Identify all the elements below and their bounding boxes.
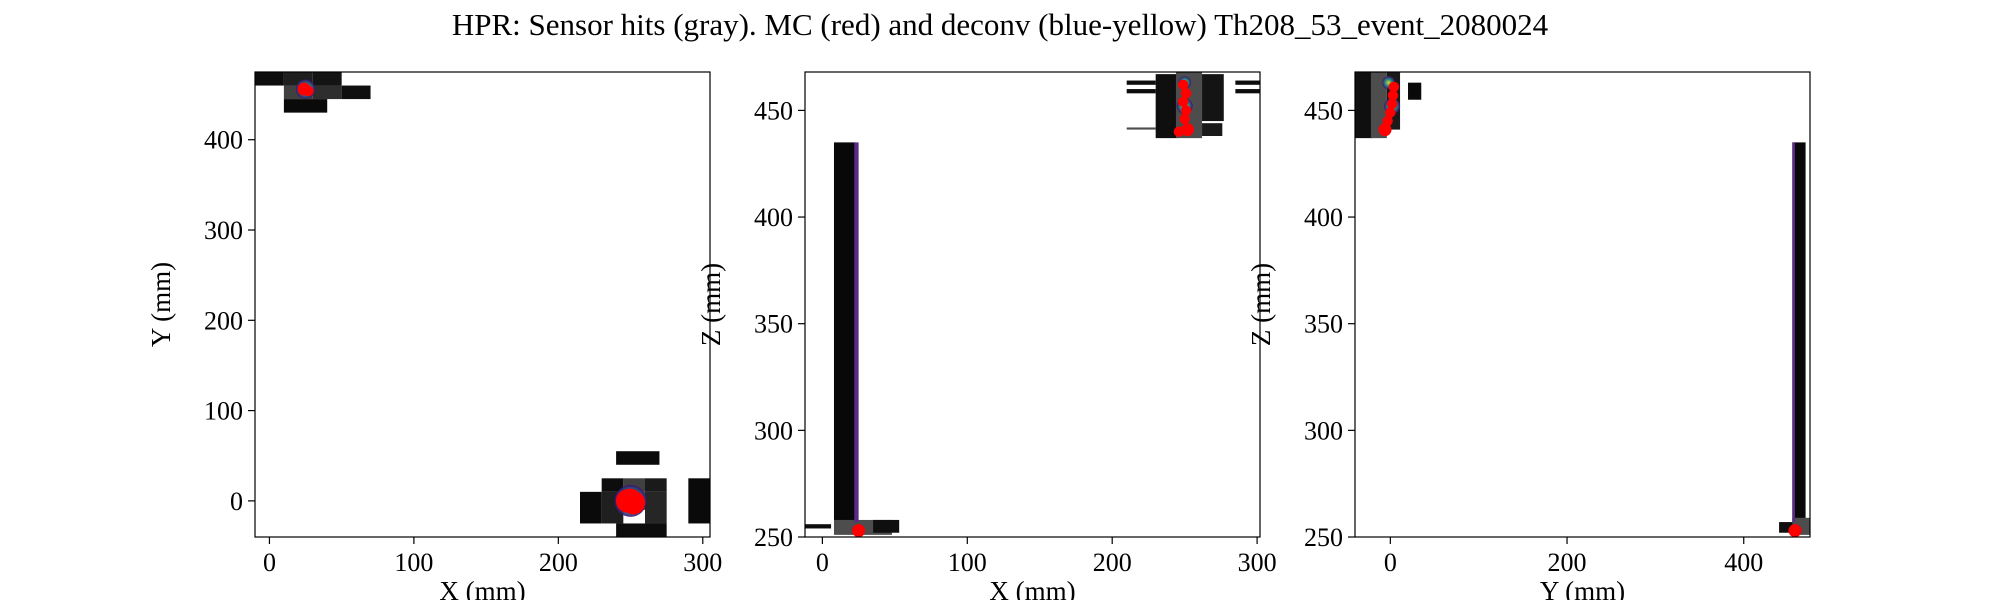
sensor-hit-xz-7 [1202,123,1223,136]
ytick-label-xz-3: 400 [754,203,793,232]
mc-point-yz-0 [1388,81,1400,93]
mc-point-xz-3 [1180,105,1192,116]
sensor-hit-xy-4 [312,85,342,100]
mc-point-xy-1 [303,85,314,97]
ytick-label-xy-4: 400 [204,126,243,155]
xlabel-yz: Y (mm) [1540,576,1625,600]
axes-frame-xy [254,71,711,538]
plot-area-yz: 0 200 400 250 300 350 400 450 [1304,71,1811,577]
sensor-hit-xy-0 [255,72,284,86]
ytick-label-xz-4: 450 [754,96,793,125]
mc-point-yz-3 [1385,107,1396,118]
axes-frame-xz [804,71,1261,538]
sensor-hit-xz-8 [1126,89,1156,94]
sensor-hit-xz-0 [833,142,856,523]
sensor-hit-xy-5 [341,85,371,100]
ytick-label-xy-3: 300 [204,216,243,245]
xtick-label-yz-2: 400 [1724,548,1763,577]
mc-point-xy-4 [620,488,641,510]
panel-xy: 0 100 200 300 0 100 200 300 400 X (mm) Y (mm) [146,71,722,600]
xlabel-xz: X (mm) [989,576,1075,600]
ylabel-xy: Y (mm) [146,262,176,347]
ylabel-xz: Z (mm) [696,263,726,346]
mc-point-xz-7 [852,524,866,537]
panel-xz: 0 100 200 300 250 300 350 400 450 X (mm) Z (mm) [696,71,1277,600]
mc-point-yz-1 [1387,90,1399,101]
sensor-hit-xy-7 [616,451,660,465]
xtick-label-xz-2: 200 [1093,548,1132,577]
xtick-label-xz-3: 300 [1238,548,1277,577]
ytick-label-yz-2: 350 [1304,310,1343,339]
ytick-label-xz-1: 300 [754,416,793,445]
figure-title: HPR: Sensor hits (gray). MC (red) and de… [452,7,1549,42]
ytick-label-yz-1: 300 [1304,416,1343,445]
sensor-hit-yz-0 [1355,72,1373,139]
mc-point-xz-4 [1179,113,1190,125]
ytick-label-yz-3: 400 [1304,203,1343,232]
plot-area-xy: 0 100 200 300 0 100 200 300 400 [204,71,722,577]
sensor-hit-xy-17 [688,478,710,524]
sensor-hit-yz-4 [1792,142,1806,523]
sensor-hit-xz-6 [1202,74,1224,122]
sensor-hit-xz-3 [873,519,900,533]
axes-frame-yz [1354,71,1811,538]
sensor-hit-xz-1 [805,524,832,529]
xtick-label-xy-2: 200 [539,548,578,577]
plot-inner-yz [1355,72,1810,537]
xtick-label-xy-1: 100 [394,548,433,577]
ytick-label-xz-2: 350 [754,310,793,339]
sensor-hit-xy-6 [283,99,328,113]
mc-point-yz-5 [1378,123,1392,137]
sensor-hit-xy-11 [580,491,602,524]
mc-point-xz-0 [1178,79,1189,90]
plot-inner-xy [255,72,710,537]
mc-point-xz-1 [1180,88,1192,99]
plot-inner-xz [805,72,1260,537]
sensor-hit-xy-8 [601,478,624,492]
mc-point-yz-2 [1386,98,1398,110]
sensor-hit-xy-10 [645,478,667,492]
sensor-hit-xz-4 [1155,74,1178,139]
ylabel-yz: Z (mm) [1246,263,1276,346]
mc-point-xz-5 [1181,123,1195,137]
mc-point-yz-6 [1788,524,1802,537]
ytick-label-xy-2: 200 [204,306,243,335]
panel-yz: 0 200 400 250 300 350 400 450 Y (mm) Z (mm) [1246,71,1811,600]
xtick-label-xy-3: 300 [683,548,722,577]
sensor-hit-xy-2 [312,72,342,86]
plot-area-xz: 0 100 200 300 250 300 350 400 450 [754,71,1277,577]
ytick-label-yz-0: 250 [1304,523,1343,552]
sensor-hit-xz-10 [1126,127,1156,130]
sensor-hit-xz-11 [1235,89,1260,94]
sensor-hit-xz-9 [1126,80,1156,85]
ytick-label-xz-0: 250 [754,523,793,552]
sensor-hit-yz-5 [1779,522,1795,533]
ytick-label-xy-1: 100 [204,397,243,426]
mc-point-xz-2 [1178,96,1189,108]
sensor-hit-xy-14 [645,491,667,524]
xlabel-xy: X (mm) [439,576,525,600]
sensor-hit-xz-12 [1235,80,1260,85]
sensor-hit-xy-16 [616,523,645,537]
sensor-hit-xy-15 [645,523,667,537]
xtick-label-xz-0: 0 [816,548,829,577]
xtick-label-yz-1: 200 [1548,548,1587,577]
deconv-bar-xz-0 [854,142,859,523]
xtick-label-xz-1: 100 [948,548,987,577]
ytick-label-xy-0: 0 [230,487,243,516]
mc-point-xz-6 [1173,126,1185,137]
xtick-label-yz-0: 0 [1384,548,1397,577]
sensor-hit-yz-3 [1408,82,1422,100]
deconv-bar-yz-0 [1792,142,1795,523]
xtick-label-xy-0: 0 [263,548,276,577]
ytick-label-yz-4: 450 [1304,96,1343,125]
